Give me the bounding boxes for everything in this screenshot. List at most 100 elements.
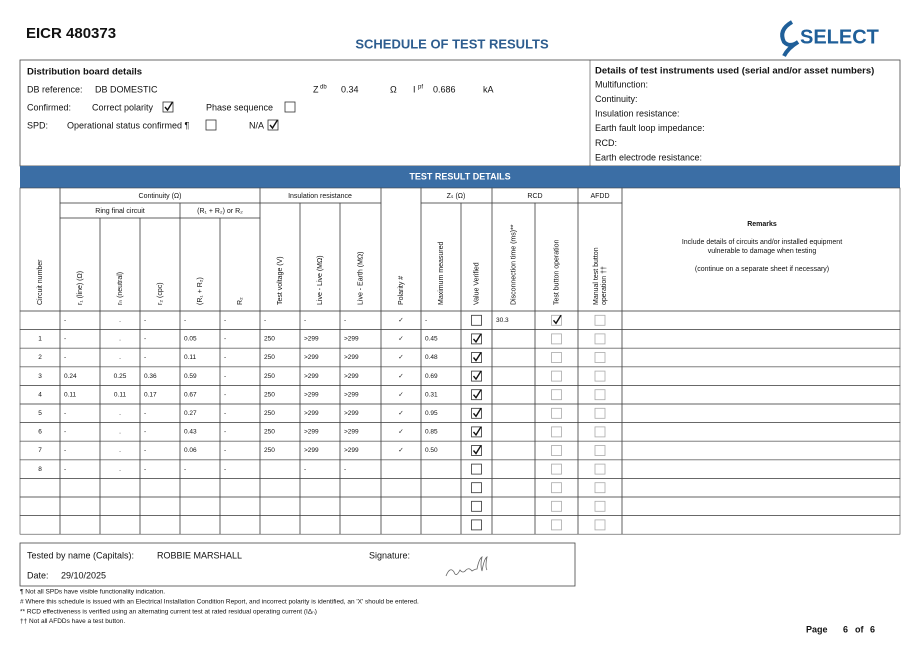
cell-value: - xyxy=(344,317,346,324)
checkbox xyxy=(267,119,279,131)
checkbox xyxy=(551,482,562,494)
cell-value: - xyxy=(64,336,66,343)
cell-value: >299 xyxy=(304,410,319,417)
checkbox xyxy=(551,426,562,438)
checkbox xyxy=(551,463,562,475)
section-heading: Distribution board details xyxy=(27,67,142,78)
checkbox xyxy=(471,482,482,494)
signoff-box xyxy=(19,542,576,587)
field-label: Signature: xyxy=(369,550,410,560)
cell-value: . xyxy=(119,466,121,473)
checkmark xyxy=(472,352,482,362)
cell-value: ✓ xyxy=(398,429,403,436)
checkbox xyxy=(594,426,606,438)
cell-value: ✓ xyxy=(398,336,403,343)
cell-value: 3 xyxy=(38,373,42,380)
cell-value: . xyxy=(119,410,121,417)
column-header: R₂ xyxy=(237,297,244,305)
column-header: Value Verified xyxy=(473,262,480,305)
cell xyxy=(621,515,901,535)
cell-value: 250 xyxy=(264,373,275,380)
field-label: Date: xyxy=(27,570,49,580)
cell-value: - xyxy=(224,447,226,454)
label: Confirmed: xyxy=(27,102,71,112)
group-header: Continuity (Ω) xyxy=(139,193,182,200)
group-header: AFDD xyxy=(590,193,609,200)
cell-value: 250 xyxy=(264,447,275,454)
cell-value: . xyxy=(119,447,121,454)
page-title: SCHEDULE OF TEST RESULTS xyxy=(355,36,549,51)
cell-value: 0.67 xyxy=(184,391,197,398)
label: DB reference: xyxy=(27,84,83,94)
page-number: Page xyxy=(806,624,828,634)
checkbox xyxy=(471,370,482,382)
cell-value: - xyxy=(144,336,146,343)
checkbox xyxy=(594,519,606,531)
checkbox xyxy=(594,370,606,382)
cell-value: 1 xyxy=(38,336,42,343)
cell-value: 0.48 xyxy=(425,354,438,361)
page-number: of xyxy=(855,624,864,634)
column-header: rₙ (neutral) xyxy=(117,272,124,305)
column-header: Live - Live (MΩ) xyxy=(317,255,324,305)
cell-value: . xyxy=(119,429,121,436)
cell-value: 0.11 xyxy=(64,391,77,398)
checkmark xyxy=(269,119,279,130)
cell-value: - xyxy=(144,317,146,324)
cell-value: 0.05 xyxy=(184,336,197,343)
cell-value: 0.85 xyxy=(425,429,438,436)
cell-value: 30.3 xyxy=(496,317,509,324)
cell-value: 250 xyxy=(264,336,275,343)
group-header: (R₁ + R₂) or R₂ xyxy=(197,208,243,215)
cell-value: >299 xyxy=(344,354,359,361)
column-header: Manual test button xyxy=(593,247,600,305)
cell-value: 0.95 xyxy=(425,410,438,417)
cell-value: 4 xyxy=(38,391,42,398)
checkbox xyxy=(551,333,562,345)
cell-value: ✓ xyxy=(398,373,403,380)
checkbox xyxy=(551,407,562,419)
cell-value: 8 xyxy=(38,466,42,473)
instrument-label: RCD: xyxy=(595,138,617,148)
cell-value: ✓ xyxy=(398,447,403,454)
cell-value: 0.31 xyxy=(425,391,438,398)
cell-value: 0.11 xyxy=(114,391,127,398)
cell-value: - xyxy=(304,317,306,324)
checkbox xyxy=(551,389,562,401)
cell-value: 0.27 xyxy=(184,410,197,417)
column-header: Test voltage (V) xyxy=(277,256,284,305)
cell-value: - xyxy=(224,373,226,380)
remarks-text: vulnerable to damage when testing xyxy=(708,248,817,255)
checkbox xyxy=(594,482,606,494)
table-title: TEST RESULT DETAILS xyxy=(409,171,510,181)
value: 0.686 xyxy=(433,84,456,94)
footnote: # Where this schedule is issued with an … xyxy=(20,599,419,606)
cell-value: - xyxy=(224,429,226,436)
cell-value: >299 xyxy=(304,336,319,343)
checkbox xyxy=(594,445,606,456)
checkbox xyxy=(471,389,482,401)
footnote: †† Not all AFDDs have a test button. xyxy=(20,618,125,625)
cell-value: - xyxy=(184,317,186,324)
checkbox xyxy=(471,500,482,512)
title-bar xyxy=(20,166,900,188)
label: Operational status confirmed ¶ xyxy=(67,120,190,130)
cell-value: . xyxy=(119,336,121,343)
cell-value: - xyxy=(64,429,66,436)
column-header: Disconnection time (ms)** xyxy=(510,224,517,305)
cell-value: 250 xyxy=(264,354,275,361)
column-header: r₂ (cpc) xyxy=(157,282,164,305)
checkbox xyxy=(471,426,482,438)
cell-value: 250 xyxy=(264,410,275,417)
label: I xyxy=(413,84,416,94)
page-number: 6 xyxy=(843,624,848,634)
cell-value: >299 xyxy=(304,373,319,380)
column-header: Circuit number xyxy=(37,259,44,305)
checkbox xyxy=(594,314,606,326)
remarks-heading: Remarks xyxy=(747,221,777,228)
checkbox xyxy=(205,119,217,131)
cell-value: - xyxy=(144,466,146,473)
cell-value: - xyxy=(144,410,146,417)
column-header: Polarity # xyxy=(398,276,405,305)
